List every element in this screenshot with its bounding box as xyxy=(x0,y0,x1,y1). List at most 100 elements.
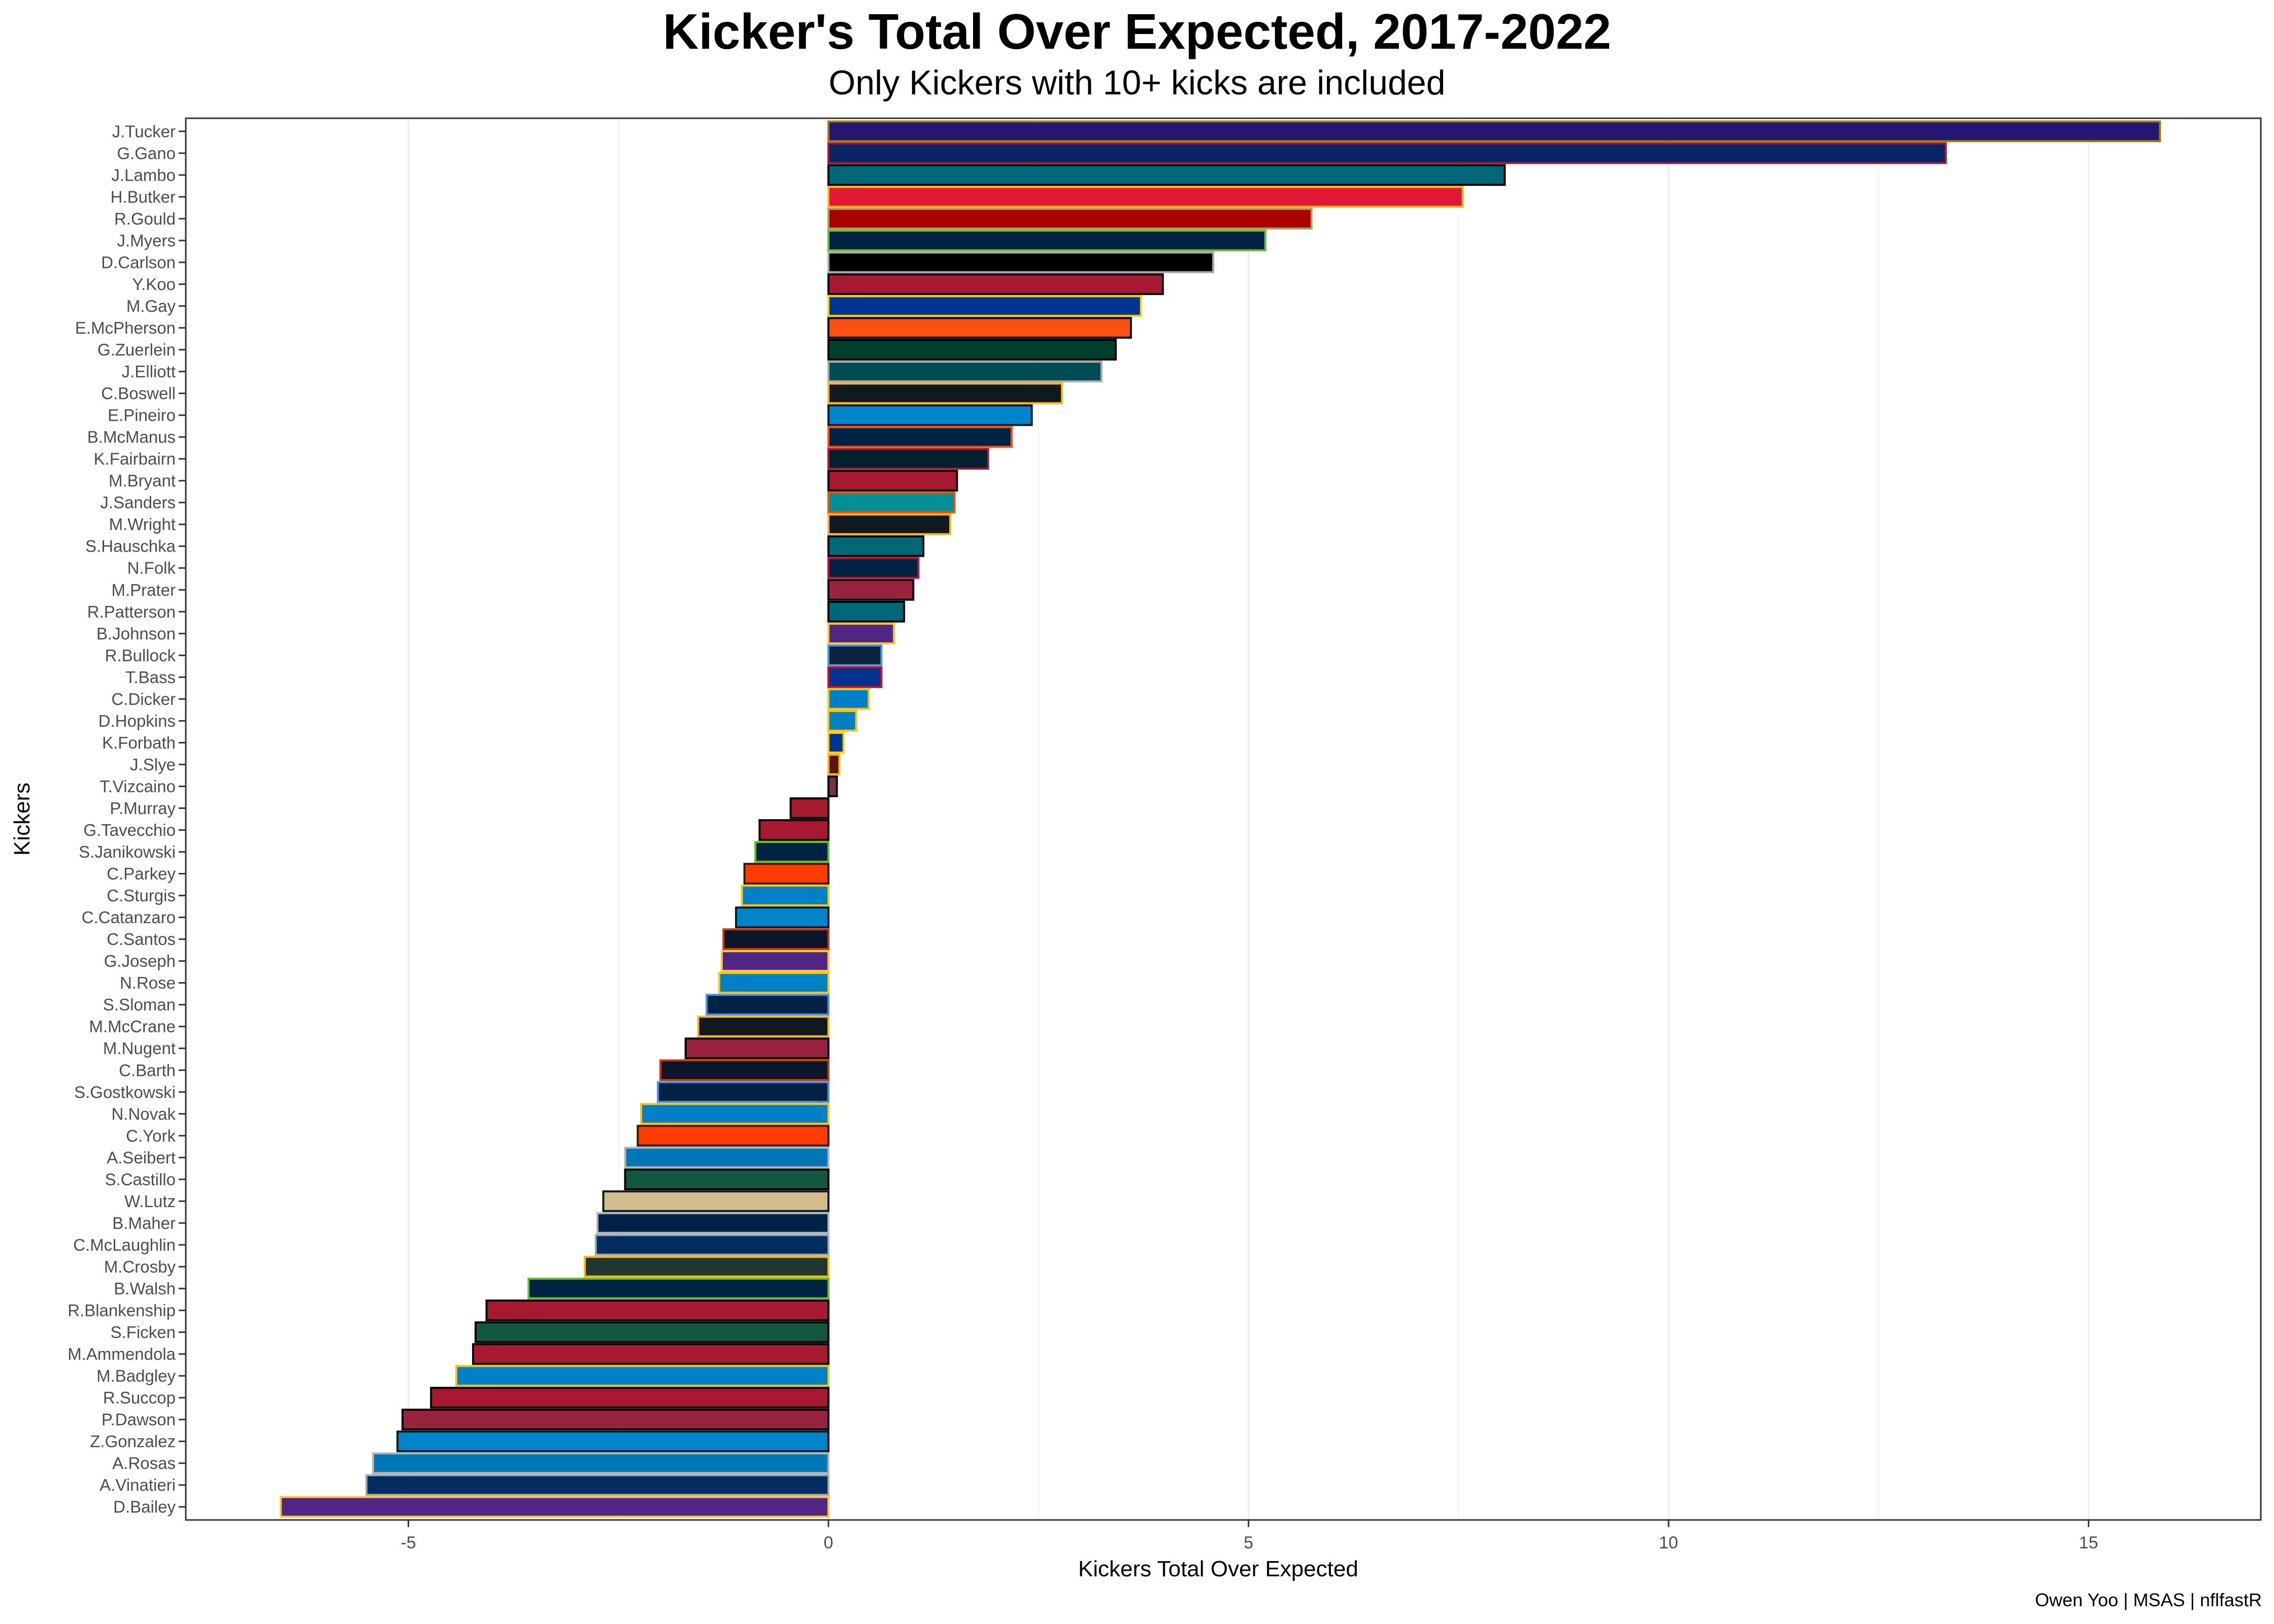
category-label: N.Rose xyxy=(120,973,176,992)
category-label: B.Johnson xyxy=(96,624,176,643)
x-axis-title: Kickers Total Over Expected xyxy=(1078,1557,1358,1581)
category-label: E.Pineiro xyxy=(108,406,176,425)
bar-s-castillo xyxy=(624,1168,830,1191)
category-label: A.Seibert xyxy=(107,1148,176,1167)
category-label: J.Myers xyxy=(117,231,176,250)
bar-g-tavecchio xyxy=(758,819,830,841)
bar-m-prater xyxy=(827,579,915,601)
bar-m-ammendola xyxy=(472,1343,830,1365)
axis-ticks: -5 0 5 10 15 xyxy=(400,1520,2098,1552)
category-label: B.McManus xyxy=(87,428,176,447)
category-label: C.Barth xyxy=(119,1061,176,1079)
bar-m-crosby xyxy=(584,1256,830,1278)
category-label: M.McCrane xyxy=(89,1017,176,1036)
bar-m-nugent xyxy=(684,1037,830,1060)
x-tick-label: 5 xyxy=(1244,1533,1253,1552)
bar-z-gonzalez xyxy=(396,1430,830,1452)
category-label: S.Ficken xyxy=(111,1323,176,1342)
bar-d-hopkins xyxy=(827,710,857,732)
category-label: K.Fairbairn xyxy=(94,450,176,468)
bar-j-sanders xyxy=(827,491,956,514)
category-label: A.Vinatieri xyxy=(99,1476,176,1495)
x-tick-label: 10 xyxy=(1659,1533,1678,1552)
category-label: J.Tucker xyxy=(112,122,176,141)
category-label: J.Lambo xyxy=(111,165,176,184)
category-label: C.Parkey xyxy=(107,864,176,883)
bar-c-boswell xyxy=(827,382,1063,404)
category-label: D.Carlson xyxy=(101,253,176,272)
bar-s-gostkowski xyxy=(657,1081,830,1103)
bar-a-seibert xyxy=(624,1146,830,1169)
category-label: P.Dawson xyxy=(102,1410,176,1429)
category-label: M.Badgley xyxy=(96,1367,176,1385)
bar-c-sturgis xyxy=(741,885,830,906)
bar-s-hauschka xyxy=(827,535,925,557)
category-label: R.Succop xyxy=(103,1389,176,1407)
bar-k-fairbairn xyxy=(827,448,989,470)
category-label: J.Elliott xyxy=(122,362,176,381)
category-label: S.Castillo xyxy=(105,1170,176,1189)
bar-j-elliott xyxy=(827,360,1103,383)
category-label: M.Prater xyxy=(111,581,176,599)
bar-c-parkey xyxy=(743,863,830,885)
caption: Owen Yoo | MSAS | nflfastR xyxy=(2035,1589,2262,1610)
bar-m-mccrane xyxy=(697,1016,830,1038)
category-label: S.Sloman xyxy=(103,995,176,1014)
bar-s-janikowski xyxy=(754,841,830,863)
bar-n-novak xyxy=(640,1103,830,1125)
bar-b-johnson xyxy=(827,622,895,645)
bar-m-bryant xyxy=(827,469,958,492)
bar-h-butker xyxy=(827,186,1464,208)
bar-r-succop xyxy=(430,1386,830,1409)
bar-e-pineiro xyxy=(827,404,1033,426)
category-label: M.Gay xyxy=(126,296,176,315)
bar-r-gould xyxy=(827,208,1313,230)
bar-j-myers xyxy=(827,229,1266,252)
category-label: G.Joseph xyxy=(104,952,176,970)
category-label: J.Slye xyxy=(130,755,176,774)
category-label: R.Bullock xyxy=(105,646,176,665)
category-label: N.Folk xyxy=(127,559,176,578)
category-label: M.Bryant xyxy=(109,471,176,490)
bar-c-york xyxy=(637,1125,830,1147)
bar-r-bullock xyxy=(827,644,883,666)
bar-c-barth xyxy=(659,1059,830,1081)
bar-m-wright xyxy=(827,513,952,535)
category-label: D.Bailey xyxy=(113,1498,176,1516)
category-label: R.Patterson xyxy=(87,602,176,621)
x-tick-label: -5 xyxy=(400,1533,416,1552)
bar-a-vinatieri xyxy=(365,1474,830,1496)
category-label: M.Ammendola xyxy=(68,1345,176,1364)
category-label: M.Crosby xyxy=(104,1257,176,1276)
bar-c-santos xyxy=(722,928,830,950)
category-label: G.Zuerlein xyxy=(97,341,176,359)
category-label: B.Maher xyxy=(112,1213,176,1232)
bar-g-joseph xyxy=(720,950,830,972)
bar-s-ficken xyxy=(474,1321,830,1343)
chart-subtitle: Only Kickers with 10+ kicks are included xyxy=(828,63,1446,102)
category-label: P.Murray xyxy=(110,799,176,818)
category-label: T.Bass xyxy=(125,668,176,687)
category-label: S.Gostkowski xyxy=(74,1082,176,1101)
bar-k-forbath xyxy=(827,732,845,754)
category-label: B.Walsh xyxy=(114,1279,176,1298)
category-label: S.Janikowski xyxy=(79,842,176,861)
bar-g-gano xyxy=(827,142,1947,164)
bar-n-rose xyxy=(718,972,830,994)
category-label: C.York xyxy=(126,1126,176,1145)
category-label: D.Hopkins xyxy=(98,712,176,730)
category-label: A.Rosas xyxy=(112,1454,176,1473)
category-label: W.Lutz xyxy=(124,1192,176,1210)
bar-m-badgley xyxy=(455,1365,830,1387)
category-label: R.Blankenship xyxy=(68,1301,176,1319)
category-label: T.Vizcaino xyxy=(99,777,176,796)
bar-p-dawson xyxy=(402,1408,830,1431)
category-label: S.Hauschka xyxy=(85,537,176,556)
category-label: C.Dicker xyxy=(111,690,176,708)
bar-y-koo xyxy=(827,273,1164,295)
category-label: C.Santos xyxy=(107,930,176,949)
bar-c-dicker xyxy=(827,688,870,710)
category-label: K.Forbath xyxy=(102,733,176,752)
category-label: M.Wright xyxy=(109,515,176,534)
